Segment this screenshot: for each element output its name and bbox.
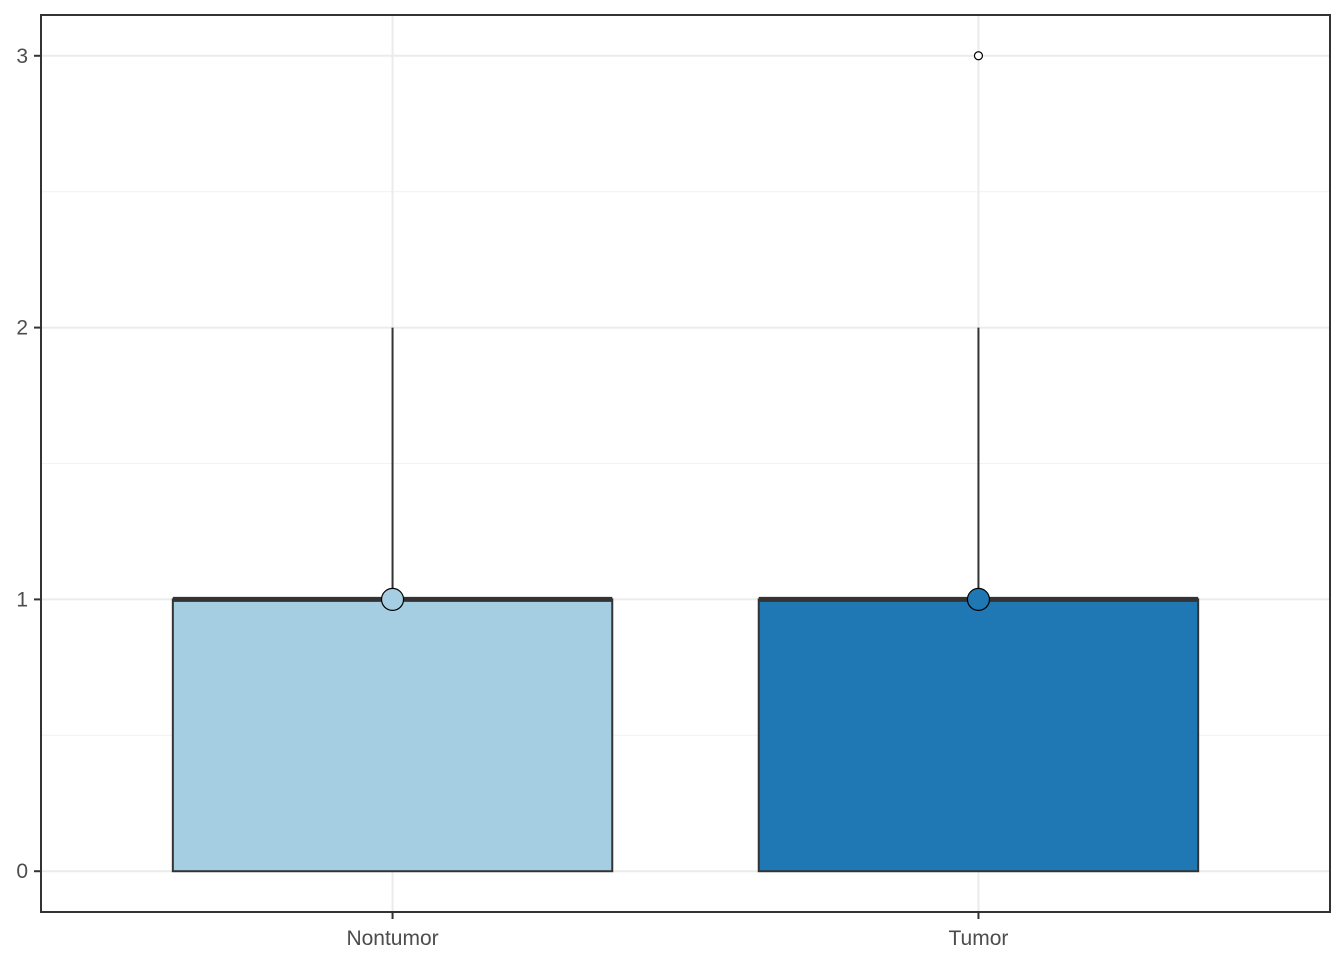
box-layer — [171, 51, 1200, 873]
x-tick-label: Nontumor — [346, 927, 438, 950]
y-tick-label: 2 — [16, 317, 28, 340]
mean-point — [966, 587, 991, 612]
x-tick-label: Tumor — [949, 927, 1009, 950]
y-tick-label: 0 — [16, 860, 28, 883]
outlier-point — [973, 51, 984, 61]
panel-border — [40, 14, 1331, 913]
box-body — [171, 598, 614, 873]
box-body — [757, 598, 1200, 873]
y-tick-label: 3 — [16, 45, 28, 68]
mean-point — [380, 587, 405, 612]
y-tick-label: 1 — [16, 588, 28, 611]
axis-layer: 0 1 2 3 Nontumor Tumor — [16, 45, 1008, 950]
